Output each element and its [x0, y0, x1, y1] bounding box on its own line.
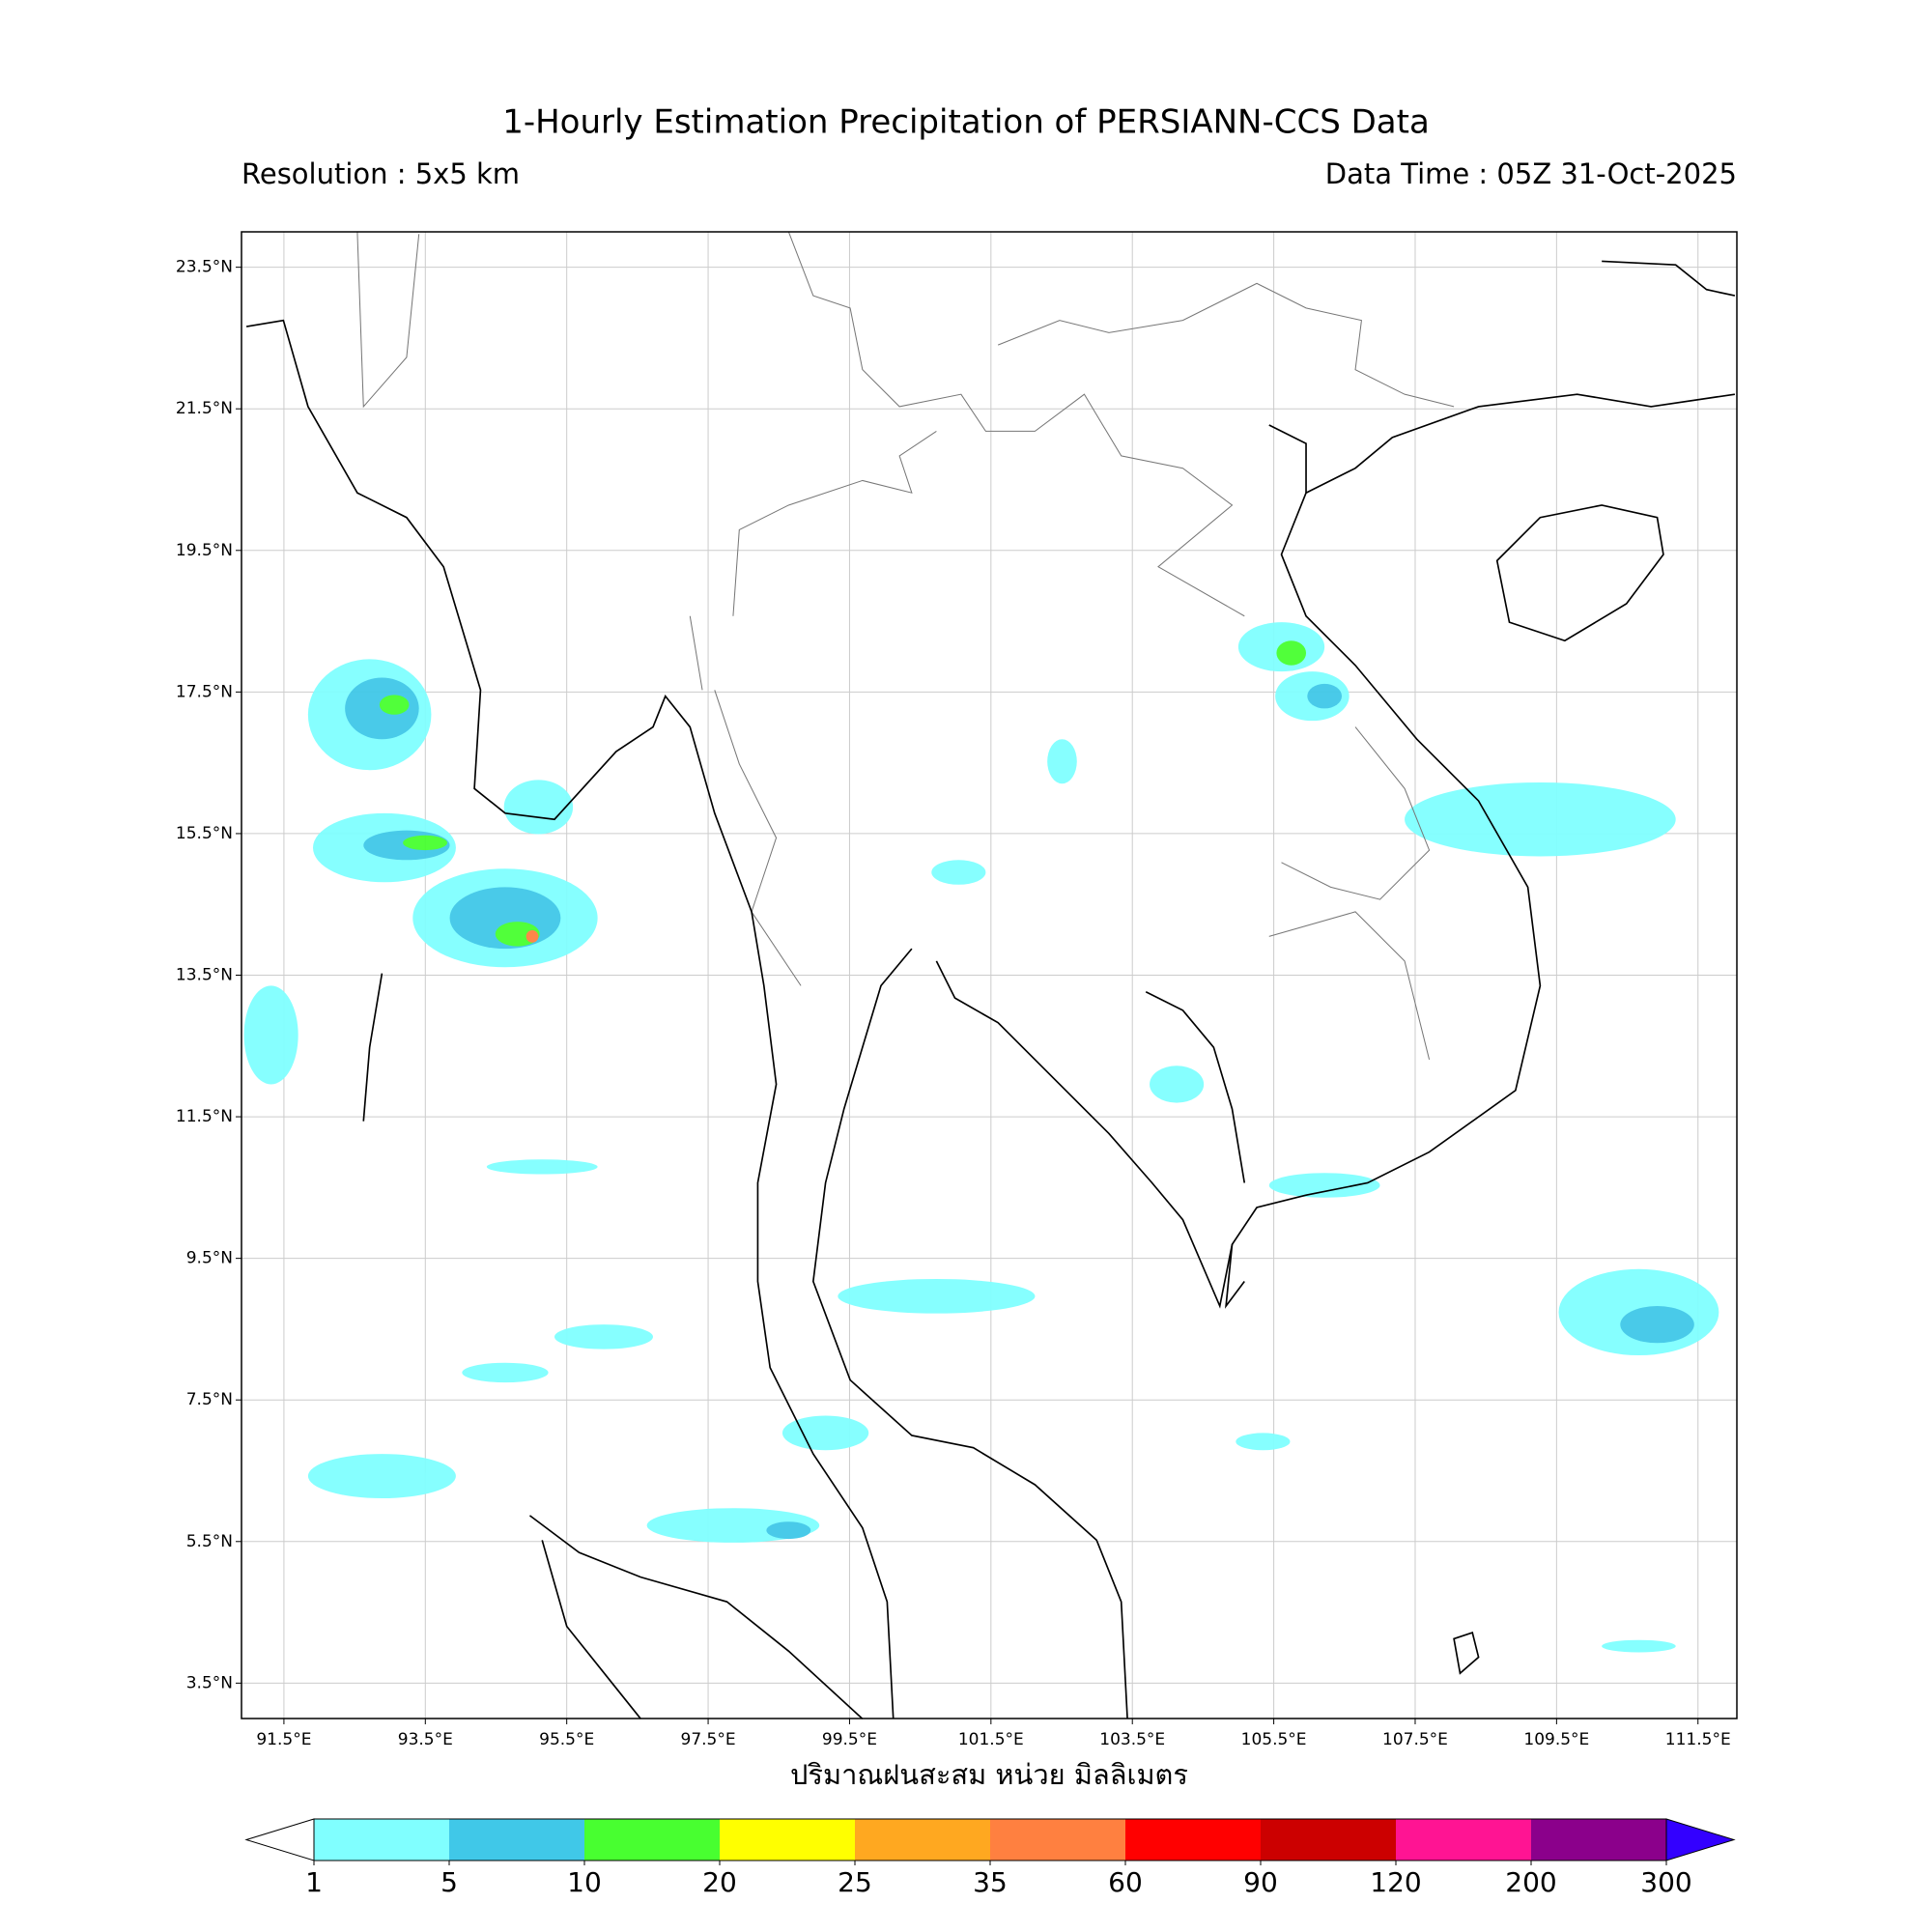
rain	[1602, 1639, 1676, 1653]
colorbar-segment	[1531, 1819, 1666, 1861]
lat-tick-label: 19.5°N	[176, 541, 233, 560]
lon-tick-label: 107.5°E	[1382, 1730, 1448, 1749]
rain	[1150, 1065, 1205, 1103]
colorbar-segment	[584, 1819, 720, 1861]
lat-tick-label: 17.5°N	[176, 682, 233, 701]
rain	[1236, 1433, 1291, 1451]
lat-tick-label: 21.5°N	[176, 399, 233, 418]
rain	[1620, 1306, 1694, 1344]
rain	[307, 1454, 456, 1499]
grid	[242, 232, 1737, 1719]
data-time: Data Time : 05Z 31-Oct-2025	[1325, 157, 1737, 190]
colorbar-segment	[449, 1819, 584, 1861]
lon-tick-label: 91.5°E	[256, 1730, 311, 1749]
rain	[1268, 1173, 1380, 1198]
rain	[838, 1278, 1036, 1314]
rain	[554, 1324, 654, 1350]
rain	[1405, 781, 1676, 857]
rain	[1047, 739, 1077, 784]
colorbar-segment	[720, 1819, 855, 1861]
lat-tick-label: 23.5°N	[176, 258, 233, 277]
colorbar-segment	[1396, 1819, 1531, 1861]
map-layer	[243, 231, 1736, 1719]
lat-tick-label: 11.5°N	[176, 1107, 233, 1126]
colorbar-segment	[1125, 1819, 1261, 1861]
lon-tick-label: 97.5°E	[681, 1730, 736, 1749]
rain	[931, 860, 986, 885]
colorbar-label: 200	[1505, 1866, 1556, 1898]
lon-tick-label: 105.5°E	[1241, 1730, 1307, 1749]
colorbar-label: 300	[1640, 1866, 1691, 1898]
x-axis-label: ปริมาณฝนสะสม หน่วย มิลลิเมตร	[790, 1758, 1188, 1791]
title: 1-Hourly Estimation Precipitation of PER…	[502, 103, 1430, 142]
rain	[503, 780, 574, 835]
lon-tick-label: 109.5°E	[1523, 1730, 1589, 1749]
rain	[766, 1521, 811, 1540]
lat-tick-label: 7.5°N	[186, 1390, 233, 1409]
colorbar-label: 10	[567, 1866, 602, 1898]
colorbar-label: 25	[838, 1866, 872, 1898]
rain-areas	[243, 622, 1719, 1653]
rain	[1276, 640, 1307, 666]
colorbar-segment	[1261, 1819, 1396, 1861]
lon-tick-label: 103.5°E	[1099, 1730, 1165, 1749]
rain	[486, 1159, 598, 1175]
lat-tick-label: 5.5°N	[186, 1532, 233, 1551]
colorbar-label: 90	[1243, 1866, 1278, 1898]
lon-tick-label: 111.5°E	[1665, 1730, 1731, 1749]
rain	[526, 930, 539, 943]
lat-tick-label: 3.5°N	[186, 1673, 233, 1692]
colorbar-segment	[314, 1819, 449, 1861]
rain	[403, 835, 448, 851]
colorbar-label: 5	[440, 1866, 458, 1898]
resolution: Resolution : 5x5 km	[242, 157, 520, 190]
colorbar-label: 35	[973, 1866, 1008, 1898]
lon-tick-label: 101.5°E	[958, 1730, 1024, 1749]
colorbar-label: 60	[1108, 1866, 1143, 1898]
rain	[462, 1362, 549, 1383]
colorbar-label: 120	[1370, 1866, 1421, 1898]
rain	[379, 695, 410, 715]
colorbar-label: 20	[702, 1866, 737, 1898]
lon-tick-label: 99.5°E	[822, 1730, 877, 1749]
borders	[245, 231, 1736, 1719]
rain	[243, 985, 298, 1085]
lon-tick-label: 95.5°E	[539, 1730, 594, 1749]
colorbar: 1 5 10 20 25 35 60 90 120 200 300	[244, 1818, 1736, 1898]
lat-tick-label: 13.5°N	[176, 966, 233, 985]
rain	[1307, 683, 1343, 709]
rain	[781, 1415, 869, 1451]
lat-tick-label: 9.5°N	[186, 1249, 233, 1268]
colorbar-segment	[990, 1819, 1125, 1861]
colorbar-label: 1	[305, 1866, 323, 1898]
colorbar-segment	[855, 1819, 990, 1861]
lon-tick-label: 93.5°E	[398, 1730, 453, 1749]
lat-tick-label: 15.5°N	[176, 824, 233, 843]
